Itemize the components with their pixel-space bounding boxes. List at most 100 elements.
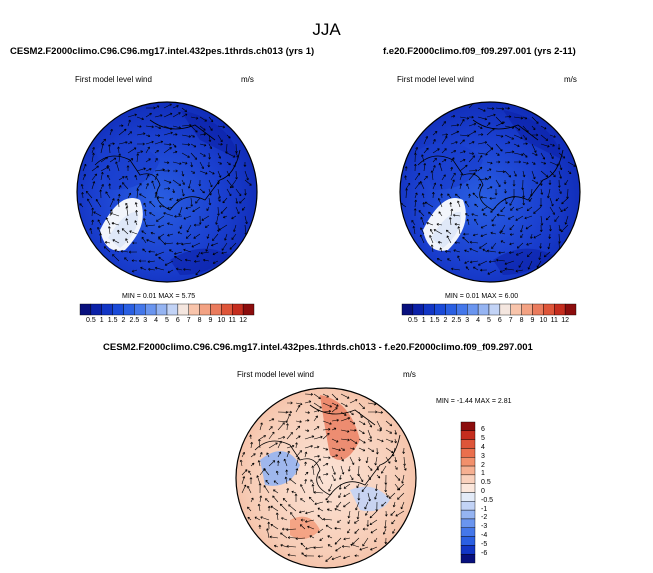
wind-arrow — [304, 461, 307, 467]
wind-arrow — [317, 554, 324, 558]
wind-arrow — [368, 410, 378, 414]
wind-arrow — [477, 125, 483, 129]
wind-arrow — [513, 134, 523, 140]
wind-arrow — [221, 242, 228, 251]
wind-arrow — [522, 134, 527, 140]
wind-arrow — [135, 210, 138, 217]
colorbar1-swatch — [79, 303, 92, 316]
panel1-map — [76, 101, 258, 283]
wind-arrow — [279, 503, 288, 512]
wind-arrow — [376, 474, 381, 479]
wind-arrow — [441, 174, 446, 181]
wind-arrow — [172, 105, 179, 109]
wind-arrow — [313, 445, 320, 449]
wind-arrow — [178, 206, 183, 216]
colorbar1-swatch — [101, 303, 113, 316]
wind-arrow — [465, 266, 470, 271]
wind-arrow — [199, 188, 205, 194]
wind-arrow — [95, 199, 102, 208]
wind-arrow — [154, 125, 162, 129]
wind-arrow — [548, 233, 552, 239]
wind-arrow — [266, 528, 270, 539]
wind-arrow — [109, 128, 113, 136]
wind-arrow — [468, 155, 475, 163]
wind-arrow — [241, 206, 246, 211]
panel2-title: f.e20.F2000climo.f09_f09.297.001 (yrs 2-… — [383, 46, 576, 57]
wind-arrow — [465, 213, 470, 217]
colorbar3-tick-label: -4 — [481, 532, 488, 540]
wind-arrow — [418, 210, 425, 217]
wind-arrow — [401, 474, 405, 484]
colorbar2-tick-label: 2 — [443, 317, 448, 324]
wind-arrow — [420, 227, 425, 235]
wind-arrow — [313, 435, 323, 440]
wind-arrow — [354, 554, 360, 558]
wind-arrow — [319, 537, 324, 541]
wind-arrow — [376, 411, 383, 414]
wind-arrow — [295, 435, 301, 440]
wind-arrow — [105, 217, 111, 226]
wind-arrow — [250, 497, 254, 503]
wind-arrow — [490, 231, 497, 235]
wind-arrow — [304, 400, 312, 404]
wind-arrow — [536, 260, 542, 268]
wind-arrow — [181, 170, 185, 177]
wind-arrow — [457, 226, 461, 235]
wind-arrow — [241, 484, 247, 494]
panel2-units: m/s — [564, 75, 577, 84]
colorbar3-swatch — [460, 439, 476, 449]
wind-arrow — [118, 176, 125, 181]
wind-arrow — [331, 438, 339, 443]
wind-arrow — [365, 456, 369, 464]
wind-arrow — [540, 161, 547, 165]
wind-arrow — [459, 116, 470, 120]
wind-arrow — [531, 161, 536, 165]
wind-arrow — [513, 152, 524, 157]
wind-arrow — [275, 470, 279, 476]
wind-arrow — [217, 206, 220, 216]
wind-arrow — [103, 246, 111, 253]
wind-arrow — [560, 224, 569, 233]
wind-arrow — [150, 231, 156, 235]
wind-arrow — [107, 164, 111, 172]
wind-arrow — [263, 485, 270, 494]
wind-arrow — [145, 183, 149, 190]
wind-arrow — [231, 233, 237, 240]
wind-arrow — [400, 501, 405, 510]
wind-arrow — [172, 179, 182, 186]
wind-arrow — [267, 521, 271, 530]
wind-arrow — [383, 519, 387, 529]
colorbar1-tick-label: 1 — [99, 317, 104, 324]
wind-arrow — [136, 183, 142, 190]
wind-arrow — [112, 239, 120, 244]
wind-arrow — [479, 242, 488, 249]
wind-arrow — [414, 199, 418, 208]
wind-arrow — [136, 153, 140, 163]
wind-arrow — [167, 269, 174, 274]
wind-arrow — [322, 402, 332, 408]
panel3-min: -1.44 — [456, 398, 473, 405]
wind-arrow — [258, 483, 262, 494]
colorbar3-tick-label: -1 — [481, 505, 488, 513]
wind-arrow — [134, 202, 138, 208]
wind-arrow — [384, 483, 388, 493]
wind-arrow — [331, 474, 336, 482]
wind-arrow — [477, 183, 482, 190]
wind-arrow — [343, 492, 351, 497]
wind-arrow — [183, 268, 192, 271]
wind-arrow — [117, 146, 120, 154]
wind-arrow — [272, 495, 279, 503]
wind-arrow — [109, 157, 117, 163]
wind-arrow — [117, 193, 121, 199]
colorbar3 — [460, 421, 476, 564]
wind-arrow — [412, 225, 416, 235]
colorbar1-swatch — [155, 303, 168, 316]
wind-arrow — [173, 251, 183, 255]
colorbar1-tick-label: 5 — [165, 317, 169, 324]
wind-arrow — [268, 431, 275, 440]
wind-arrow — [486, 113, 496, 118]
wind-arrow — [331, 427, 337, 431]
wind-arrow — [495, 143, 503, 152]
wind-arrow — [277, 422, 285, 431]
wind-arrow — [522, 188, 525, 198]
